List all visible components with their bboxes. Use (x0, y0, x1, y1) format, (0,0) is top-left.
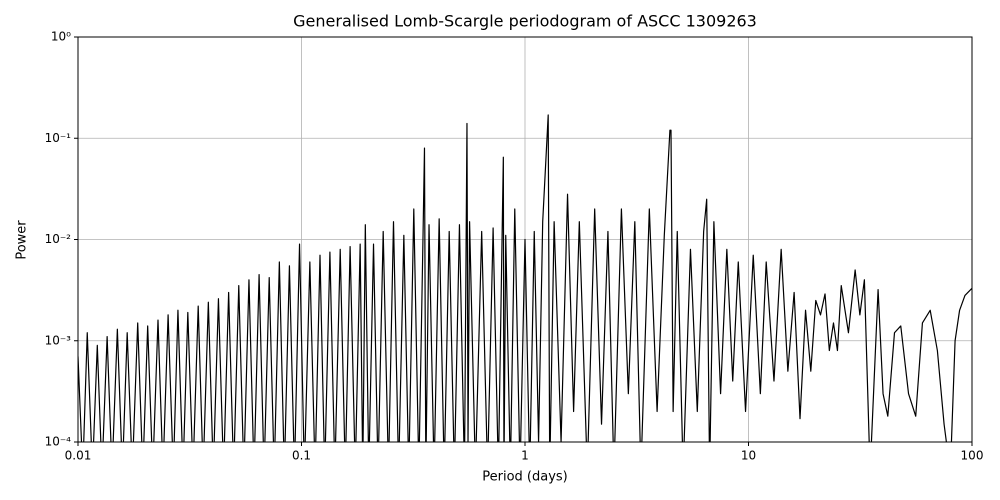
y-tick-label: 10⁻³ (45, 333, 72, 347)
x-tick-label: 0.1 (292, 449, 311, 463)
y-tick-label: 10⁻⁴ (45, 435, 72, 449)
plot-area (78, 114, 972, 442)
ticks: 0.01 0.1 1 10 100 10⁻⁴ 10⁻³ 10⁻² 10⁻¹ 10⁰ (45, 30, 984, 463)
y-tick-label: 10⁻¹ (45, 131, 72, 145)
x-tick-label: 10 (741, 449, 756, 463)
x-tick-label: 0.01 (65, 449, 92, 463)
y-axis-title: Power (15, 220, 30, 260)
chart-title: Generalised Lomb-Scargle periodogram of … (293, 12, 757, 31)
x-tick-label: 100 (961, 449, 984, 463)
y-tick-label: 10⁻² (45, 232, 72, 246)
y-tick-label: 10⁰ (51, 30, 71, 44)
x-tick-label: 1 (521, 449, 529, 463)
x-axis-title: Period (days) (482, 470, 568, 485)
periodogram-line (78, 114, 972, 442)
